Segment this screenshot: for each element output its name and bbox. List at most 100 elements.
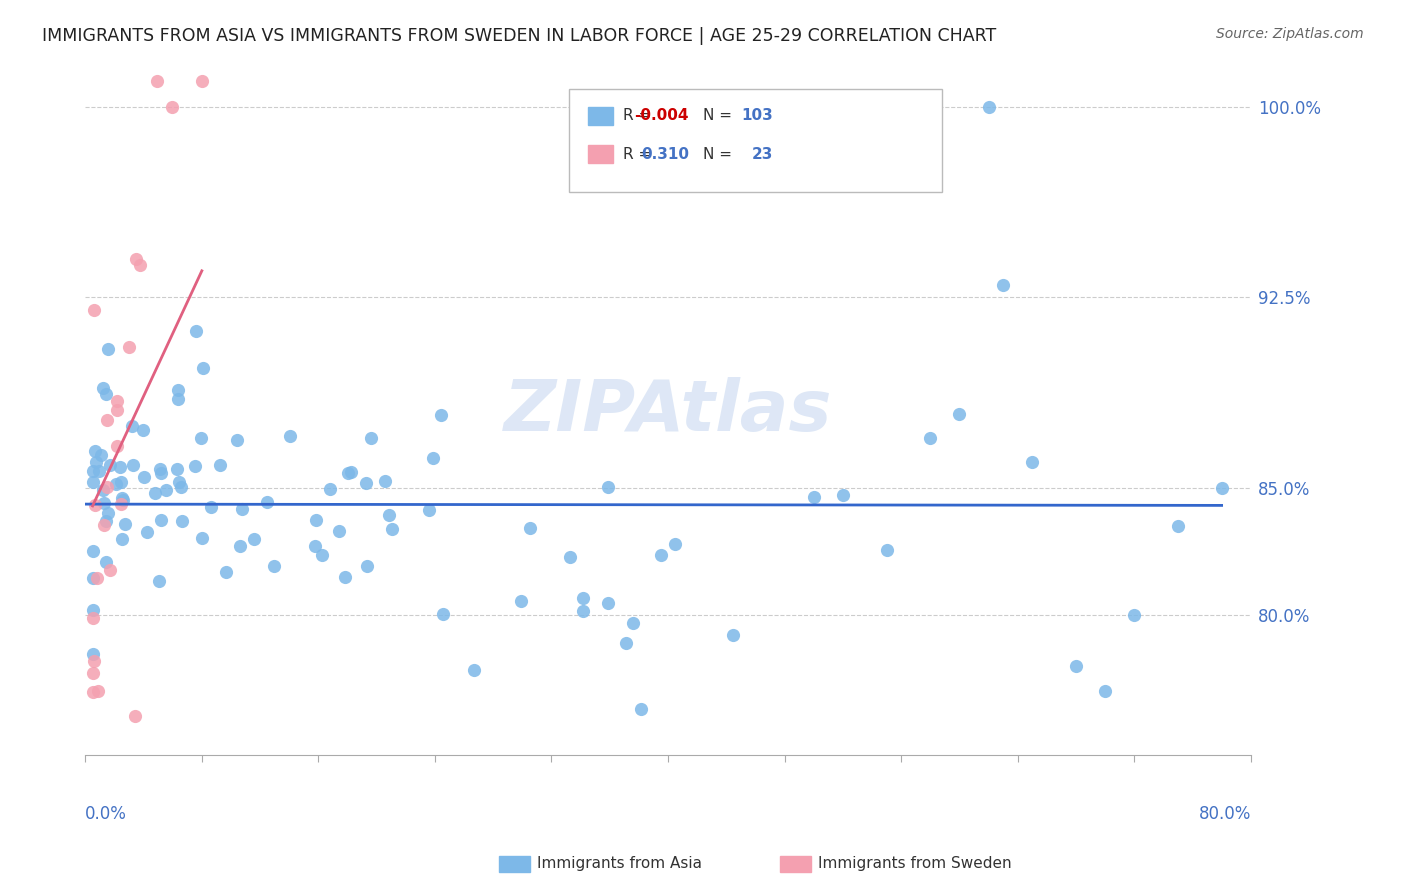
Point bbox=[149, 461, 172, 475]
Point bbox=[86, 571, 108, 585]
Point bbox=[991, 277, 1014, 292]
Point bbox=[1094, 684, 1116, 698]
Text: 0.310: 0.310 bbox=[641, 147, 689, 161]
Point bbox=[110, 459, 132, 474]
Point bbox=[105, 439, 128, 453]
Point bbox=[328, 524, 350, 538]
Point bbox=[111, 532, 134, 546]
Text: ZIPAtlas: ZIPAtlas bbox=[503, 377, 832, 446]
Point bbox=[1211, 481, 1233, 495]
Point bbox=[82, 603, 104, 617]
Point bbox=[82, 666, 104, 681]
Text: IMMIGRANTS FROM ASIA VS IMMIGRANTS FROM SWEDEN IN LABOR FORCE | AGE 25-29 CORREL: IMMIGRANTS FROM ASIA VS IMMIGRANTS FROM … bbox=[42, 27, 997, 45]
Text: N =: N = bbox=[703, 147, 733, 161]
Point bbox=[94, 514, 117, 528]
Point bbox=[105, 402, 128, 417]
Point bbox=[97, 506, 120, 520]
Point bbox=[418, 502, 440, 516]
Point bbox=[82, 647, 104, 661]
Point bbox=[572, 604, 595, 618]
Text: R =: R = bbox=[623, 147, 651, 161]
Point bbox=[280, 428, 302, 442]
Point bbox=[111, 491, 134, 505]
Point bbox=[160, 100, 183, 114]
Point bbox=[256, 494, 278, 508]
Text: 0.0%: 0.0% bbox=[86, 805, 127, 823]
Point bbox=[572, 591, 595, 605]
Point bbox=[356, 559, 378, 574]
Point bbox=[664, 537, 686, 551]
Point bbox=[354, 476, 377, 491]
Point bbox=[136, 525, 159, 540]
Text: 80.0%: 80.0% bbox=[1198, 805, 1251, 823]
Point bbox=[340, 465, 363, 479]
Point bbox=[118, 339, 141, 353]
Point bbox=[614, 636, 637, 650]
Text: Immigrants from Sweden: Immigrants from Sweden bbox=[818, 856, 1012, 871]
Point bbox=[381, 522, 404, 536]
Point bbox=[208, 458, 231, 472]
Point bbox=[231, 501, 253, 516]
Point bbox=[148, 574, 170, 588]
Text: Immigrants from Asia: Immigrants from Asia bbox=[537, 856, 702, 871]
Point bbox=[166, 462, 188, 476]
Point bbox=[93, 496, 115, 510]
Point bbox=[200, 500, 222, 514]
Point bbox=[167, 475, 190, 490]
Point bbox=[170, 480, 193, 494]
Point bbox=[191, 74, 214, 88]
Point bbox=[510, 594, 533, 608]
Point bbox=[876, 542, 898, 557]
Point bbox=[596, 480, 619, 494]
Point bbox=[96, 413, 118, 427]
Point bbox=[155, 483, 177, 497]
Point bbox=[977, 100, 1000, 114]
Point bbox=[304, 539, 326, 553]
Point bbox=[82, 611, 104, 625]
Point bbox=[191, 361, 214, 376]
Text: N =: N = bbox=[703, 109, 733, 123]
Point bbox=[920, 431, 942, 445]
Point bbox=[190, 431, 212, 445]
Point bbox=[104, 477, 127, 491]
Point bbox=[122, 458, 145, 472]
Point bbox=[422, 450, 444, 465]
Point bbox=[519, 521, 541, 535]
Text: -0.004: -0.004 bbox=[634, 109, 689, 123]
Point bbox=[184, 458, 207, 473]
Point bbox=[96, 480, 118, 494]
Point bbox=[1167, 519, 1189, 533]
Point bbox=[621, 615, 644, 630]
Point bbox=[311, 549, 333, 563]
Point bbox=[82, 475, 104, 489]
Point bbox=[83, 443, 105, 458]
Point bbox=[243, 532, 266, 546]
Point bbox=[82, 685, 104, 699]
Point bbox=[432, 607, 454, 621]
Point bbox=[124, 252, 146, 266]
Point bbox=[803, 490, 825, 504]
Point bbox=[84, 499, 107, 513]
Point bbox=[98, 563, 121, 577]
Point bbox=[150, 467, 173, 481]
Point bbox=[1123, 607, 1146, 622]
Point bbox=[87, 465, 110, 479]
Point bbox=[377, 508, 399, 522]
Point bbox=[335, 570, 357, 584]
Point bbox=[214, 565, 236, 579]
Point bbox=[82, 543, 104, 558]
Point bbox=[105, 394, 128, 409]
Text: R =: R = bbox=[623, 109, 651, 123]
Point bbox=[82, 464, 104, 478]
Point bbox=[721, 628, 744, 642]
Text: 103: 103 bbox=[741, 109, 773, 123]
Point bbox=[558, 549, 581, 564]
Point bbox=[319, 483, 342, 497]
Point bbox=[121, 419, 143, 434]
Point bbox=[226, 433, 249, 447]
Point bbox=[110, 497, 132, 511]
Point bbox=[167, 392, 190, 406]
Point bbox=[93, 517, 115, 532]
Point bbox=[94, 387, 117, 401]
Point bbox=[114, 516, 136, 531]
